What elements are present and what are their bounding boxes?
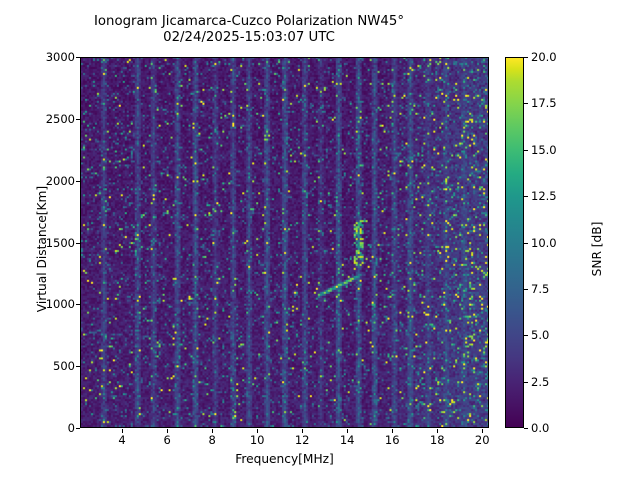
x-axis-tick-label: 12 bbox=[294, 433, 310, 447]
x-axis-tick-label: 6 bbox=[163, 433, 171, 447]
y-axis-tick-label: 2000 bbox=[45, 173, 75, 188]
colorbar-tick-label: 2.5 bbox=[531, 374, 550, 389]
y-axis-tick-mark bbox=[76, 428, 80, 429]
x-axis-tick-mark bbox=[212, 429, 214, 433]
y-axis-tick-mark bbox=[76, 57, 80, 58]
x-axis-tick-label: 18 bbox=[429, 433, 445, 447]
colorbar-tick-mark bbox=[524, 381, 528, 383]
x-axis-tick-label: 20 bbox=[474, 433, 490, 447]
colorbar-tick-label: 15.0 bbox=[531, 142, 557, 157]
x-axis-label: Frequency[MHz] bbox=[235, 452, 334, 466]
colorbar-tick-mark bbox=[524, 288, 528, 290]
colorbar-tick-label: 10.0 bbox=[531, 235, 557, 250]
x-axis-tick-mark bbox=[167, 429, 169, 433]
y-axis-tick-mark bbox=[76, 366, 80, 368]
chart-title: Ionogram Jicamarca-Cuzco Polarization NW… bbox=[94, 14, 404, 45]
colorbar-tick-label: 20.0 bbox=[531, 50, 557, 64]
x-axis-tick-label: 8 bbox=[208, 433, 216, 447]
x-axis-tick-label: 16 bbox=[384, 433, 400, 447]
y-axis-tick-label: 1500 bbox=[45, 235, 75, 250]
colorbar-tick-mark bbox=[524, 149, 528, 151]
x-axis-tick-label: 10 bbox=[249, 433, 265, 447]
colorbar-tick-label: 5.0 bbox=[531, 328, 550, 343]
y-axis-tick-mark bbox=[76, 180, 80, 182]
y-axis-tick-label: 2500 bbox=[45, 111, 75, 126]
y-axis-tick-label: 500 bbox=[53, 359, 75, 374]
y-axis-tick-label: 1000 bbox=[45, 297, 75, 312]
colorbar-tick-mark bbox=[524, 242, 528, 244]
y-axis-tick-mark bbox=[76, 118, 80, 120]
x-axis-tick-label: 4 bbox=[118, 433, 126, 447]
colorbar bbox=[505, 57, 524, 428]
x-axis-tick-mark bbox=[347, 429, 349, 433]
colorbar-tick-mark bbox=[524, 103, 528, 105]
x-axis-tick-label: 14 bbox=[339, 433, 355, 447]
x-axis-tick-mark bbox=[122, 429, 124, 433]
colorbar-tick-mark bbox=[524, 428, 528, 429]
x-axis-tick-mark bbox=[482, 429, 484, 433]
ionogram-plot-area bbox=[80, 57, 489, 428]
colorbar-tick-label: 17.5 bbox=[531, 96, 557, 111]
colorbar-tick-label: 12.5 bbox=[531, 189, 557, 204]
x-axis-tick-mark bbox=[257, 429, 259, 433]
colorbar-tick-mark bbox=[524, 335, 528, 337]
x-axis-tick-mark bbox=[302, 429, 304, 433]
colorbar-label: SNR [dB] bbox=[590, 221, 604, 277]
colorbar-tick-mark bbox=[524, 57, 528, 58]
y-axis-tick-label: 3000 bbox=[45, 50, 75, 64]
colorbar-tick-mark bbox=[524, 196, 528, 198]
y-axis-tick-label: 0 bbox=[67, 421, 75, 435]
x-axis-tick-mark bbox=[392, 429, 394, 433]
y-axis-tick-mark bbox=[76, 304, 80, 306]
ionogram-heatmap-canvas bbox=[81, 58, 488, 427]
colorbar-tick-label: 0.0 bbox=[531, 421, 550, 435]
y-axis-tick-mark bbox=[76, 242, 80, 244]
colorbar-tick-label: 7.5 bbox=[531, 281, 550, 296]
x-axis-tick-mark bbox=[437, 429, 439, 433]
